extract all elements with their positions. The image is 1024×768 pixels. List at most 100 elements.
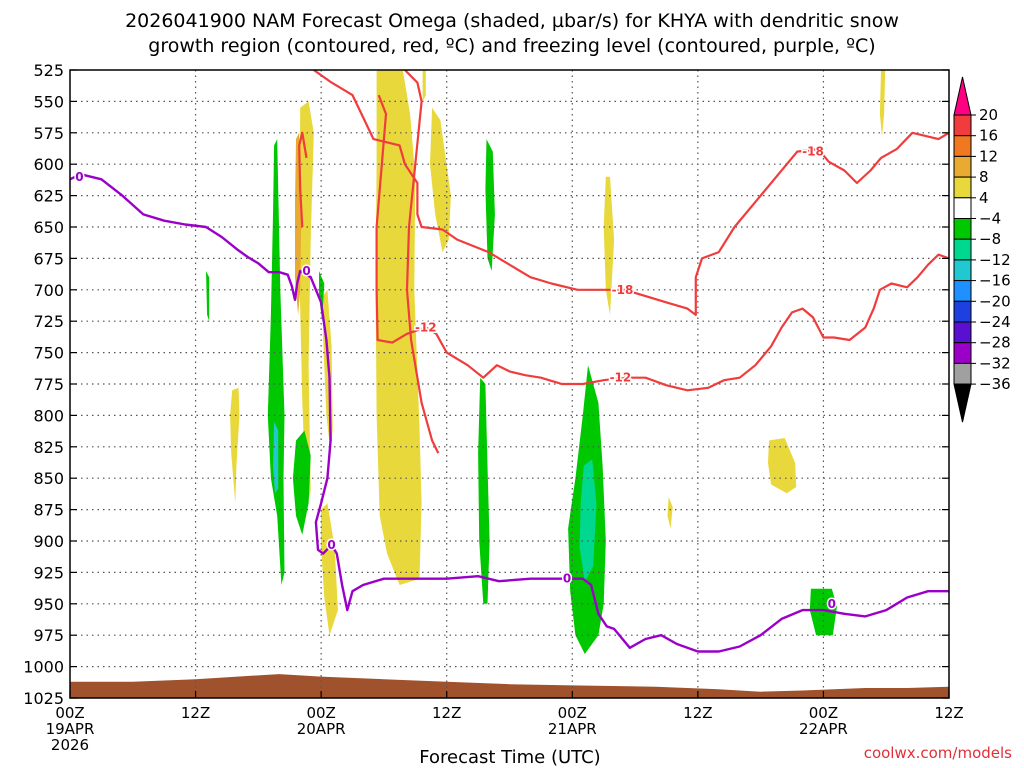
contour-lines (70, 70, 949, 653)
contour-label: 0 (75, 170, 83, 184)
colorbar-label: 20 (979, 106, 998, 124)
y-tick-label: 975 (33, 626, 64, 645)
y-axis-ticks: 525 550 575 600 625 650 675 700 725 750 775 800 825 8… (23, 61, 949, 708)
colorbar-label: −16 (979, 272, 1011, 290)
y-tick-label: 900 (33, 532, 64, 551)
omega-region (375, 70, 422, 585)
omega-region (267, 139, 285, 585)
x-tick-label: 12Z (683, 704, 712, 722)
colorbar-segment (953, 135, 972, 157)
colorbar-bottom-arrow (953, 383, 972, 423)
colorbar-label: 16 (979, 127, 998, 145)
omega-region (879, 70, 886, 137)
gridlines (70, 70, 949, 698)
y-tick-label: 750 (33, 344, 64, 363)
contour-label: -12 (610, 371, 632, 385)
omega-region (478, 377, 490, 604)
omega-region (603, 176, 615, 315)
colorbar-segment (953, 197, 972, 220)
y-tick-label: 1025 (23, 689, 64, 708)
omega-region (273, 421, 279, 494)
colorbar: 20 16 12 8 4 −4 −8 −12 −16 −20 −24 −28 −32 −36 (953, 76, 1011, 423)
contour-label: 0 (302, 264, 310, 278)
colorbar-segment (953, 176, 972, 199)
y-tick-label: 800 (33, 406, 64, 425)
contour-label: 0 (828, 597, 836, 611)
contour-label: 0 (563, 572, 571, 586)
dgz-contour (404, 70, 440, 454)
omega-region (579, 459, 597, 582)
x-tick-label: 22APR (799, 720, 848, 738)
x-tick-label: 12Z (934, 704, 963, 722)
omega-region (292, 430, 311, 535)
colorbar-segment (953, 238, 972, 261)
colorbar-label: −36 (979, 375, 1011, 393)
colorbar-segment (953, 259, 972, 282)
y-tick-label: 1000 (23, 658, 64, 677)
y-tick-label: 675 (33, 249, 64, 268)
colorbar-segment (953, 280, 972, 302)
ground-terrain (70, 674, 949, 698)
y-tick-label: 525 (33, 61, 64, 80)
colorbar-segment (953, 218, 972, 240)
omega-region (667, 497, 673, 529)
y-tick-label: 825 (33, 438, 64, 457)
y-tick-label: 875 (33, 501, 64, 520)
ground-layer (70, 674, 949, 698)
colorbar-segment (953, 321, 972, 344)
colorbar-label: −24 (979, 313, 1011, 331)
omega-region (206, 271, 210, 322)
y-tick-label: 950 (33, 595, 64, 614)
colorbar-label: 4 (979, 189, 989, 207)
x-tick-label: 00Z (55, 704, 84, 722)
contour-label: -18 (612, 283, 634, 297)
x-tick-label: 00Z (306, 704, 335, 722)
colorbar-label: −8 (979, 230, 1001, 248)
omega-region (485, 139, 495, 271)
colorbar-segment (953, 155, 972, 178)
omega-region (809, 588, 837, 636)
colorbar-segment (953, 114, 972, 137)
x-tick-label: 00Z (558, 704, 587, 722)
colorbar-segment (953, 300, 972, 323)
y-tick-label: 850 (33, 469, 64, 488)
omega-shading (206, 70, 886, 654)
omega-region (422, 70, 426, 102)
dgz-contour (298, 131, 308, 228)
colorbar-label: 12 (979, 147, 998, 165)
x-tick-label: 12Z (181, 704, 210, 722)
colorbar-segment (953, 342, 972, 364)
chart-subtitle: growth region (contoured, red, ºC) and f… (148, 35, 875, 57)
freezing-level-contour (70, 172, 949, 653)
x-tick-label: 21APR (548, 720, 597, 738)
omega-region (430, 107, 451, 253)
x-tick-label: 19APR (46, 720, 95, 738)
y-tick-label: 700 (33, 281, 64, 300)
x-tick-label: 2026 (51, 736, 89, 754)
omega-region (230, 387, 240, 504)
x-axis-label: Forecast Time (UTC) (419, 747, 600, 768)
y-tick-label: 725 (33, 312, 64, 331)
x-tick-label: 00Z (809, 704, 838, 722)
dgz-contour (313, 70, 949, 316)
contour-label: 0 (327, 538, 335, 552)
omega-region (768, 438, 797, 494)
y-tick-label: 625 (33, 187, 64, 206)
dgz-contour (375, 94, 949, 392)
credit-text: coolwx.com/models (864, 744, 1012, 762)
colorbar-label: 8 (979, 168, 989, 186)
colorbar-label: −20 (979, 292, 1011, 310)
omega-region (321, 503, 338, 636)
colorbar-label: −4 (979, 210, 1001, 228)
y-tick-label: 600 (33, 155, 64, 174)
omega-region (299, 101, 314, 510)
x-tick-label: 12Z (432, 704, 461, 722)
contour-label: -12 (415, 320, 437, 334)
x-tick-label: 20APR (297, 720, 346, 738)
colorbar-label: −12 (979, 251, 1011, 269)
colorbar-top-arrow (953, 76, 972, 116)
y-tick-label: 925 (33, 563, 64, 582)
y-tick-label: 650 (33, 218, 64, 237)
